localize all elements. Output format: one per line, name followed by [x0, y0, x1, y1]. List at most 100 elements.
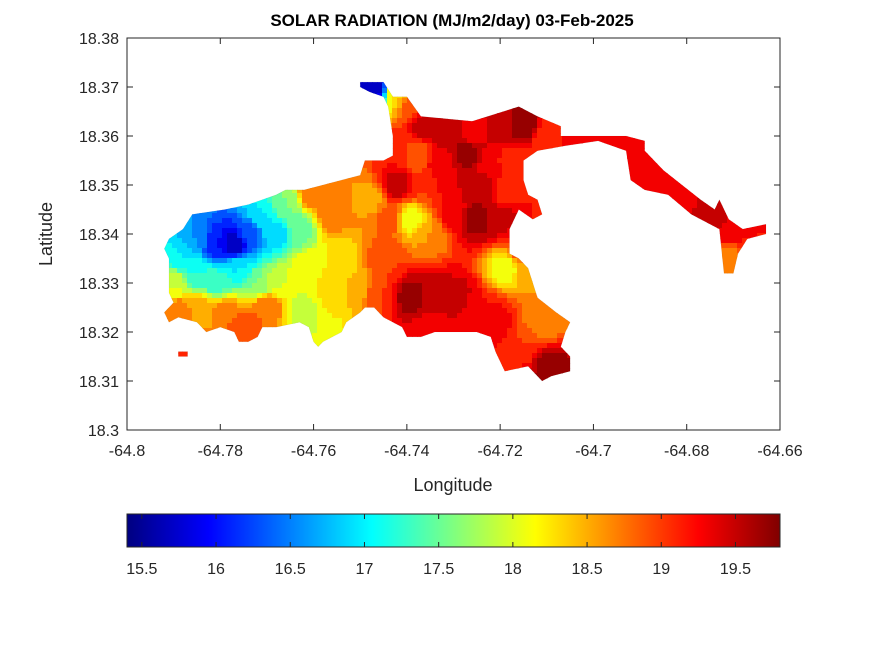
field-cell — [637, 158, 643, 164]
field-cell — [472, 188, 478, 194]
field-cell — [497, 113, 503, 119]
field-cell — [227, 223, 233, 229]
field-cell — [417, 178, 423, 184]
field-cell — [472, 148, 478, 154]
field-cell — [442, 223, 448, 229]
field-cell — [302, 223, 308, 229]
field-cell — [497, 193, 503, 199]
field-cell — [287, 208, 293, 214]
field-cell — [392, 143, 398, 149]
field-cell — [507, 163, 513, 169]
field-cell — [362, 213, 368, 219]
field-cell — [442, 203, 448, 209]
field-cell — [302, 208, 308, 214]
field-cell — [482, 153, 488, 159]
field-cell — [352, 193, 358, 199]
field-cell — [387, 178, 393, 184]
field-cell — [717, 223, 723, 229]
field-cell — [677, 183, 683, 189]
field-cell — [557, 143, 563, 149]
field-cell — [532, 133, 538, 139]
field-cell — [392, 218, 398, 224]
field-cell — [392, 183, 398, 189]
field-cell — [417, 183, 423, 189]
field-cell — [257, 208, 263, 214]
field-cell — [452, 208, 458, 214]
field-cell — [422, 178, 428, 184]
field-cell — [477, 203, 483, 209]
field-cell — [492, 213, 498, 219]
field-cell — [502, 113, 508, 119]
field-cell — [447, 218, 453, 224]
field-cell — [482, 168, 488, 174]
field-cell — [397, 98, 403, 104]
field-cell — [397, 138, 403, 144]
field-cell — [217, 213, 223, 219]
field-cell — [367, 163, 373, 169]
field-cell — [307, 213, 313, 219]
field-cell — [517, 193, 523, 199]
field-cell — [477, 128, 483, 134]
field-cell — [447, 148, 453, 154]
field-cell — [637, 148, 643, 154]
field-cell — [487, 193, 493, 199]
field-cell — [242, 218, 248, 224]
field-cell — [462, 203, 468, 209]
field-cell — [432, 198, 438, 204]
field-cell — [457, 163, 463, 169]
field-cell — [332, 218, 338, 224]
field-cell — [467, 223, 473, 229]
field-cell — [367, 208, 373, 214]
field-cell — [482, 173, 488, 179]
field-cell — [492, 138, 498, 144]
field-cell — [502, 118, 508, 124]
field-cell — [502, 123, 508, 129]
field-cell — [657, 178, 663, 184]
field-cell — [447, 223, 453, 229]
field-cell — [462, 213, 468, 219]
field-cell — [442, 133, 448, 139]
field-cell — [257, 218, 263, 224]
field-cell — [587, 138, 593, 144]
field-cell — [377, 173, 383, 179]
field-cell — [402, 153, 408, 159]
field-cell — [427, 208, 433, 214]
field-cell — [357, 183, 363, 189]
field-cell — [297, 223, 303, 229]
field-cell — [437, 133, 443, 139]
field-cell — [507, 113, 513, 119]
field-cell — [472, 213, 478, 219]
field-cell — [372, 83, 378, 89]
field-cell — [392, 123, 398, 129]
field-cell — [422, 223, 428, 229]
field-cell — [627, 138, 633, 144]
field-cell — [477, 208, 483, 214]
field-cell — [632, 138, 638, 144]
field-cell — [232, 208, 238, 214]
field-cell — [452, 158, 458, 164]
field-cell — [452, 198, 458, 204]
field-cell — [332, 223, 338, 229]
field-cell — [437, 208, 443, 214]
field-cell — [407, 198, 413, 204]
field-cell — [287, 213, 293, 219]
field-cell — [557, 128, 563, 134]
field-cell — [397, 198, 403, 204]
field-cell — [477, 118, 483, 124]
field-cell — [392, 98, 398, 104]
field-cell — [382, 213, 388, 219]
field-cell — [347, 213, 353, 219]
field-cell — [292, 223, 298, 229]
field-cell — [517, 143, 523, 149]
field-cell — [372, 193, 378, 199]
field-cell — [627, 163, 633, 169]
field-cell — [417, 163, 423, 169]
field-cell — [307, 203, 313, 209]
field-cell — [317, 208, 323, 214]
field-cell — [472, 193, 478, 199]
field-cell — [522, 123, 528, 129]
field-cell — [377, 213, 383, 219]
field-cell — [512, 188, 518, 194]
field-cell — [457, 128, 463, 134]
field-cell — [372, 183, 378, 189]
